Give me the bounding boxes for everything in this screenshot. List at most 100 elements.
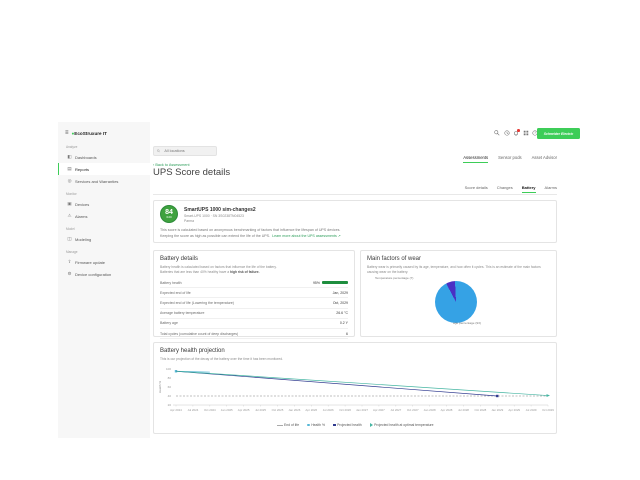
notifications-icon[interactable] xyxy=(513,129,520,136)
legend-swatch xyxy=(332,423,336,427)
sidebar-item-reports[interactable]: ▤ Reports xyxy=(58,163,150,175)
devices-icon: ▣ xyxy=(67,201,72,206)
score-description-1: This score is calculated based on anonym… xyxy=(160,228,341,232)
sidebar-item-label: Device configuration xyxy=(75,271,112,277)
score-value: 84 xyxy=(165,208,173,216)
battery-details-card: Battery details Battery health is calcul… xyxy=(153,250,355,340)
sidebar-section-model: Model xyxy=(66,227,75,231)
sidebar-item-label: Dashboards xyxy=(75,154,97,160)
svg-text:Jul 2024: Jul 2024 xyxy=(187,408,198,412)
sidebar-item-modeling[interactable]: ◫ Modeling xyxy=(58,233,150,245)
sidebar-item-device-configuration[interactable]: ⚙ Device configuration xyxy=(58,268,150,280)
sidebar-item-dashboards[interactable]: ◧ Dashboards xyxy=(58,151,150,163)
svg-text:Apr 2025: Apr 2025 xyxy=(238,408,250,412)
svg-text:Jan 2027: Jan 2027 xyxy=(356,408,368,412)
tab-sensor-pods[interactable]: Sensor pods xyxy=(498,155,522,160)
sidebar-item-devices[interactable]: ▣ Devices xyxy=(58,198,150,210)
svg-text:40: 40 xyxy=(168,394,172,398)
svg-text:Oct 2029: Oct 2029 xyxy=(542,408,554,412)
wear-factors-title: Main factors of wear xyxy=(367,256,422,262)
apps-icon[interactable] xyxy=(523,130,529,136)
svg-text:Jan 2029: Jan 2029 xyxy=(491,408,503,412)
back-link[interactable]: ‹ Back to Assessment xyxy=(153,163,190,167)
svg-text:Oct 2027: Oct 2027 xyxy=(407,408,419,412)
battery-health-bar xyxy=(322,281,348,284)
tab-score-details[interactable]: Score details xyxy=(464,185,488,190)
row-value: Oct, 2029 xyxy=(332,300,348,305)
score-max: /100 xyxy=(166,214,172,219)
wear-factors-card: Main factors of wear Battery wear is pri… xyxy=(360,250,557,337)
notification-badge xyxy=(517,129,520,132)
tab-assessments[interactable]: Assessments xyxy=(463,155,489,163)
learn-more-link[interactable]: Learn more about the UPS assessments ↗ xyxy=(272,234,341,238)
tab-changes[interactable]: Changes xyxy=(496,185,513,190)
pie-label-age: age percentage (93) xyxy=(453,321,481,325)
row-label: Total cycles (cumulative count of deep d… xyxy=(160,331,239,336)
search-icon[interactable] xyxy=(494,130,500,136)
sidebar-item-firmware-update[interactable]: ⇧ Firmware update xyxy=(58,256,150,268)
schneider-electric-logo: Schneider Electric xyxy=(537,128,580,139)
battery-detail-row-battery-health: Battery health 95% xyxy=(160,278,348,289)
tab-asset-advisor[interactable]: Asset Advisor xyxy=(531,155,557,160)
brand-text: Schneider Electric xyxy=(543,131,574,136)
health-projection-title: Battery health projection xyxy=(160,348,225,354)
sidebar-section-analyze: Analyze xyxy=(66,145,78,149)
legend-label: End of life xyxy=(284,423,300,427)
ecostruxure-app: ≡ ●EcoStruxure IT Analyze ◧ Dashboards ▤ Rep… xyxy=(58,122,582,438)
battery-details-table: Battery health 95% Expected end of life Jan… xyxy=(160,278,348,340)
health-projection-card: Battery health projection This is our pr… xyxy=(153,342,557,434)
row-value: 0.2 Y xyxy=(339,321,348,326)
svg-text:Jan 2028: Jan 2028 xyxy=(424,408,436,412)
legend-swatch xyxy=(276,424,283,426)
search-input[interactable] xyxy=(162,148,213,154)
menu-icon[interactable]: ≡ xyxy=(65,130,69,136)
sidebar-item-services-and-warranties[interactable]: ◎ Services and Warranties xyxy=(58,175,150,187)
legend-label: Projected health at optimal temperature xyxy=(374,423,434,427)
score-card: 84 /100 SmartUPS 1000 sim-changes2 Smart… xyxy=(153,200,557,243)
battery-details-desc-2: Batteries that are less than 40% healthy… xyxy=(160,269,231,274)
divider xyxy=(153,194,557,195)
history-icon[interactable] xyxy=(503,130,510,136)
svg-text:Jul 2025: Jul 2025 xyxy=(255,408,266,412)
device-location: Parma xyxy=(184,219,194,223)
sidebar-item-label: Modeling xyxy=(75,236,92,242)
battery-detail-row-expected-end-of-life-lowering-the-temperature: Expected end of life (Lowering the tempe… xyxy=(160,298,348,309)
secondary-tabs: Score details Changes Battery Alarms xyxy=(465,185,557,193)
battery-detail-row-total-cycles-cumulative-count-of-deep-discharges: Total cycles (cumulative count of deep d… xyxy=(160,329,348,340)
location-search[interactable] xyxy=(153,146,217,156)
svg-text:Oct 2025: Oct 2025 xyxy=(272,408,284,412)
row-label: Battery health xyxy=(160,280,182,285)
svg-text:Health %: Health % xyxy=(158,381,162,394)
tab-alarms[interactable]: Alarms xyxy=(544,185,557,190)
svg-text:Oct 2024: Oct 2024 xyxy=(204,408,216,412)
warranties-icon: ◎ xyxy=(67,178,72,183)
sidebar-section-monitor: Monitor xyxy=(66,192,77,196)
svg-text:Apr 2028: Apr 2028 xyxy=(441,408,453,412)
health-projection-description: This is our projection of the decay of t… xyxy=(160,357,283,361)
battery-detail-row-expected-end-of-life: Expected end of life Jan, 2029 xyxy=(160,288,348,299)
modeling-icon: ◫ xyxy=(67,236,72,241)
chart-legend: End of life Health % Projected health Proje… xyxy=(154,423,556,427)
tab-battery[interactable]: Battery xyxy=(521,185,536,193)
wear-pie-chart xyxy=(435,281,477,323)
wear-factors-description: Battery wear is primarily caused by its … xyxy=(367,265,541,274)
score-description-2: Keeping the score as high as possible ca… xyxy=(160,234,341,238)
svg-text:60: 60 xyxy=(168,385,172,389)
svg-text:Oct 2028: Oct 2028 xyxy=(474,408,486,412)
score-circle: 84 /100 xyxy=(160,205,178,223)
sidebar-item-alarms[interactable]: ⚠ Alarms xyxy=(58,210,150,222)
legend-item-projected-health: Projected health xyxy=(332,423,362,427)
sidebar-item-label: Services and Warranties xyxy=(75,178,119,184)
svg-text:Jul 2026: Jul 2026 xyxy=(323,408,334,412)
battery-details-desc-bold: high risk of failure. xyxy=(230,269,260,274)
row-value: 26.6 °C xyxy=(336,311,348,316)
svg-text:Oct 2026: Oct 2026 xyxy=(339,408,351,412)
legend-swatch xyxy=(369,423,373,427)
sidebar-header: ≡ ●EcoStruxure IT xyxy=(58,122,150,140)
device-model: Smart-UPS 1000 · SN 3S0238TN04523 xyxy=(184,214,244,218)
svg-text:Jan 2026: Jan 2026 xyxy=(288,408,300,412)
sidebar-item-label: Devices xyxy=(75,201,90,207)
sidebar: ≡ ●EcoStruxure IT Analyze ◧ Dashboards ▤ Rep… xyxy=(58,122,150,438)
svg-text:80: 80 xyxy=(168,376,172,380)
